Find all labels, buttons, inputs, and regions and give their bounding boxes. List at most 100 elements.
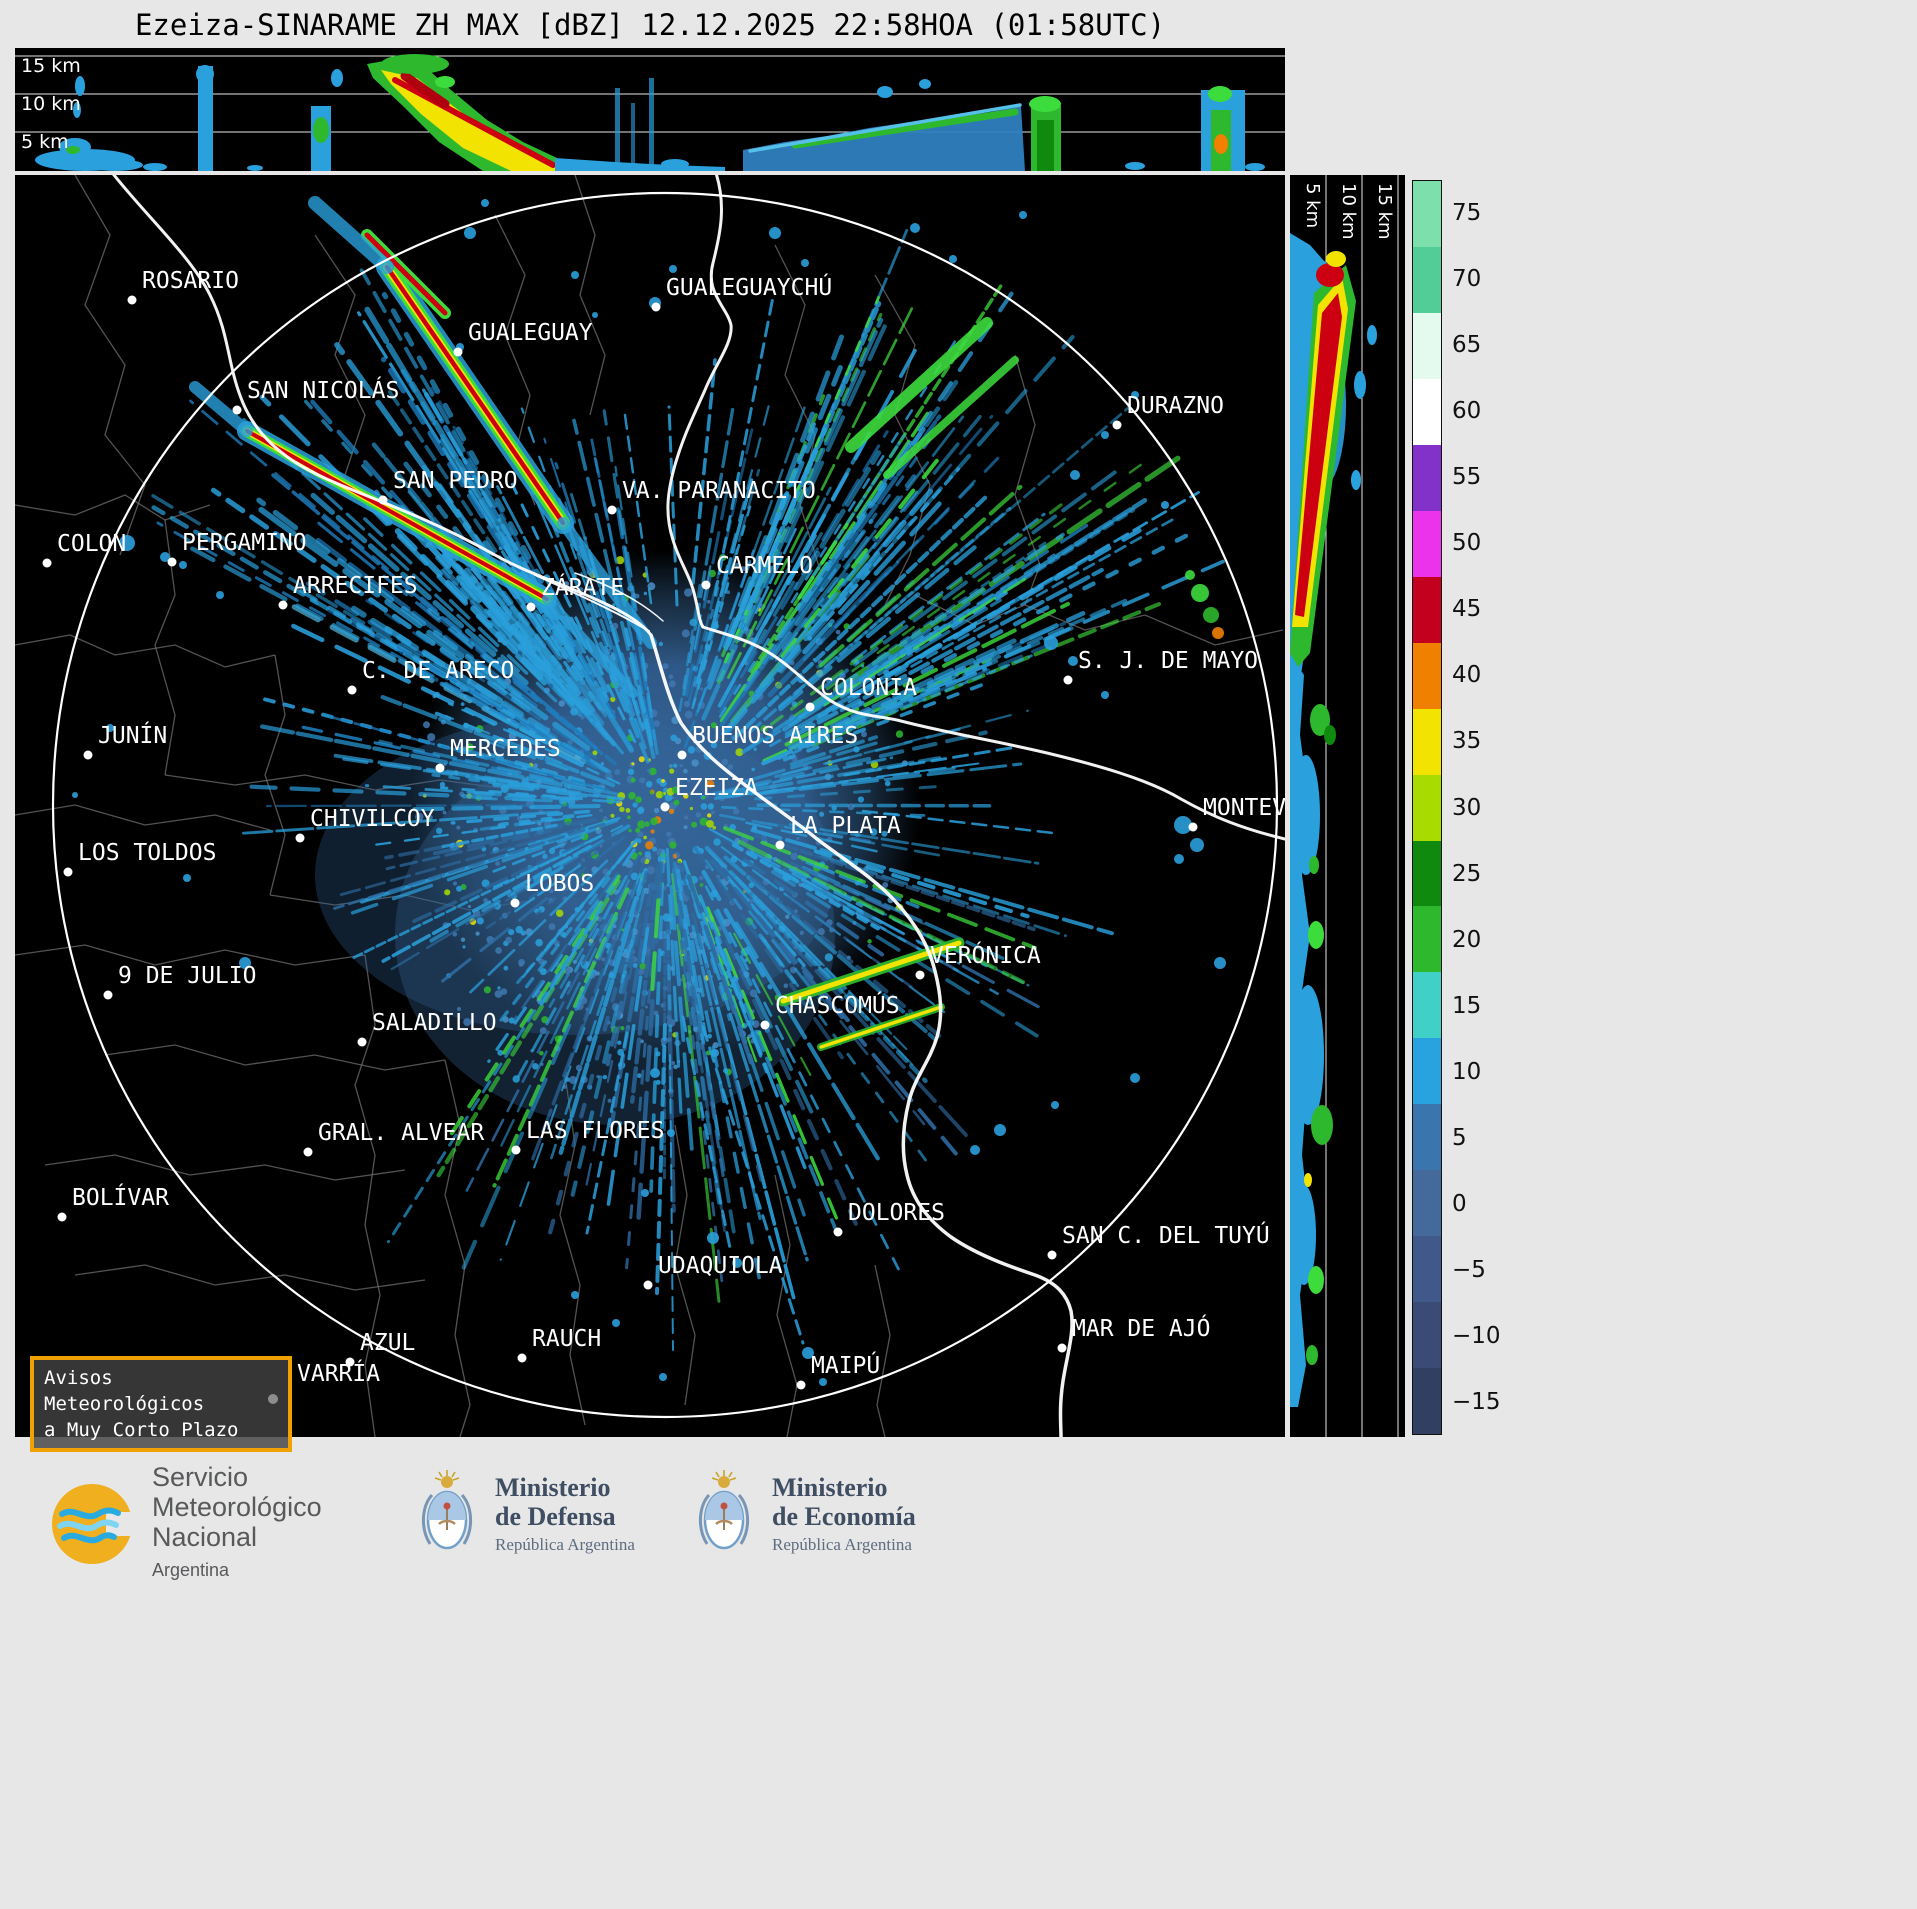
colorbar-tick-labels: 75 70 65 60 55 50 45 40 35 30 25 20 15 10 5 0 −5 −10 −15	[1452, 0, 1532, 1909]
echo-blobs	[72, 199, 1226, 1386]
coat-of-arms-icon	[422, 1470, 472, 1550]
coat-of-arms-icon	[699, 1470, 749, 1550]
colorbar-tick: 50	[1452, 530, 1482, 557]
smn-line2: Meteorológico	[152, 1492, 322, 1522]
smn-logo-icon	[52, 1483, 136, 1564]
echo-spokes	[147, 228, 1225, 1303]
colorbar-tick: 65	[1452, 332, 1482, 359]
colorbar-tick: 35	[1452, 728, 1482, 755]
svg-text:MAIPÚ: MAIPÚ	[811, 1351, 880, 1379]
smn-line4: Argentina	[152, 1560, 230, 1580]
smn-line3: Nacional	[152, 1522, 258, 1552]
defensa-line2: de Defensa	[495, 1502, 616, 1531]
svg-text:BOLÍVAR: BOLÍVAR	[72, 1183, 169, 1211]
colorbar-tick: 5	[1452, 1124, 1467, 1151]
svg-text:ROSARIO: ROSARIO	[142, 268, 239, 294]
svg-text:GUALEGUAY: GUALEGUAY	[468, 320, 593, 346]
svg-text:CHIVILCOY: CHIVILCOY	[310, 806, 435, 832]
top-cross-section-echoes	[35, 54, 1265, 171]
colorbar-tick: −15	[1452, 1388, 1501, 1415]
colorbar-tick: −10	[1452, 1322, 1501, 1349]
svg-text:VARRÍA: VARRÍA	[297, 1359, 380, 1387]
city-markers: ROSARIO GUALEGUAYCHÚ GUALEGUAY SAN NICOLÁS D…	[42, 268, 1285, 1390]
svg-text:DURAZNO: DURAZNO	[1127, 393, 1224, 419]
svg-text:DOLORES: DOLORES	[848, 1200, 945, 1226]
colorbar-tick: 0	[1452, 1190, 1467, 1217]
svg-text:COLON: COLON	[57, 531, 126, 557]
svg-text:MAR DE AJÓ: MAR DE AJÓ	[1072, 1314, 1210, 1342]
colorbar-tick: 75	[1452, 200, 1482, 227]
svg-text:SAN PEDRO: SAN PEDRO	[393, 468, 518, 494]
svg-text:CHASCOMÚS: CHASCOMÚS	[775, 991, 900, 1019]
colorbar-tick: 20	[1452, 926, 1482, 953]
svg-text:GUALEGUAYCHÚ: GUALEGUAYCHÚ	[666, 273, 832, 301]
svg-text:5 km: 5 km	[1302, 183, 1323, 228]
warning-overlay-box: Avisos Meteorológicos a Muy Corto Plazo	[30, 1356, 292, 1452]
svg-text:LOS TOLDOS: LOS TOLDOS	[78, 840, 216, 866]
colorbar-tick: 10	[1452, 1058, 1482, 1085]
economia-line3: República Argentina	[772, 1535, 912, 1554]
smn-logo-group: Servicio Meteorológico Nacional Argentin…	[48, 1462, 322, 1585]
footer-logos: Servicio Meteorológico Nacional Argentin…	[0, 1462, 1100, 1592]
colorbar-tick: 70	[1452, 266, 1482, 293]
svg-text:LAS FLORES: LAS FLORES	[526, 1118, 664, 1144]
svg-text:MONTEVIDEO: MONTEVIDEO	[1203, 795, 1285, 821]
warning-line-2: a Muy Corto Plazo	[44, 1419, 239, 1441]
svg-text:CARMELO: CARMELO	[716, 553, 813, 579]
colorbar-tick: 40	[1452, 662, 1482, 689]
defensa-line3: República Argentina	[495, 1535, 635, 1554]
smn-line1: Servicio	[152, 1462, 249, 1492]
svg-text:SAN NICOLÁS: SAN NICOLÁS	[247, 376, 399, 404]
ministry-defense-group: Ministerio de Defensa República Argentin…	[415, 1468, 635, 1560]
svg-text:5 km: 5 km	[21, 131, 69, 153]
svg-text:UDAQUIOLA: UDAQUIOLA	[658, 1253, 783, 1279]
colorbar-tick: 30	[1452, 794, 1482, 821]
svg-text:COLONIA: COLONIA	[820, 675, 917, 701]
right-cross-section-panel: 5 km 10 km 15 km	[1290, 175, 1405, 1437]
colorbar-tick: −5	[1452, 1256, 1486, 1283]
economia-line1: Ministerio	[772, 1473, 888, 1502]
svg-text:15 km: 15 km	[1374, 183, 1395, 240]
svg-text:MERCEDES: MERCEDES	[450, 736, 561, 762]
colorbar-tick: 15	[1452, 992, 1482, 1019]
range-ring	[51, 191, 1279, 1419]
colorbar-tick: 55	[1452, 464, 1482, 491]
echo-streaks	[189, 196, 1019, 1051]
svg-text:VA. PARANACITO: VA. PARANACITO	[622, 478, 816, 504]
svg-text:10 km: 10 km	[1338, 183, 1359, 240]
height-labels: 15 km 10 km 5 km	[21, 55, 81, 153]
svg-text:15 km: 15 km	[21, 55, 81, 77]
svg-text:PERGAMINO: PERGAMINO	[182, 530, 307, 556]
svg-text:S. J. DE MAYO: S. J. DE MAYO	[1078, 648, 1258, 674]
right-cross-section-echoes	[1290, 233, 1377, 1407]
colorbar-tick: 60	[1452, 398, 1482, 425]
svg-text:LOBOS: LOBOS	[525, 871, 594, 897]
rivers-coastlines	[112, 175, 1285, 1437]
svg-text:GRAL. ALVEAR: GRAL. ALVEAR	[318, 1120, 484, 1146]
svg-text:AZUL: AZUL	[360, 1330, 415, 1356]
defensa-line1: Ministerio	[495, 1473, 611, 1502]
top-cross-section-panel: 15 km 10 km 5 km	[15, 48, 1285, 171]
svg-text:BUENOS AIRES: BUENOS AIRES	[692, 723, 858, 749]
warning-line-1: Avisos Meteorológicos	[44, 1367, 205, 1415]
svg-text:ZÁRATE: ZÁRATE	[541, 573, 624, 601]
ministry-economy-group: Ministerio de Economía República Argenti…	[692, 1468, 916, 1560]
radar-map-panel: ROSARIO GUALEGUAYCHÚ GUALEGUAY SAN NICOLÁS D…	[15, 175, 1285, 1437]
svg-text:ARRECIFES: ARRECIFES	[293, 573, 418, 599]
svg-text:JUNÍN: JUNÍN	[98, 721, 167, 749]
colorbar-tick: 25	[1452, 860, 1482, 887]
svg-text:VERÓNICA: VERÓNICA	[930, 941, 1041, 969]
economia-line2: de Economía	[772, 1502, 916, 1531]
svg-text:SALADILLO: SALADILLO	[372, 1010, 497, 1036]
figure-title: Ezeiza-SINARAME ZH MAX [dBZ] 12.12.2025 …	[134, 8, 1166, 42]
svg-text:9 DE JULIO: 9 DE JULIO	[118, 963, 256, 989]
reflectivity-colorbar	[1412, 180, 1442, 1435]
svg-text:C. DE ARECO: C. DE ARECO	[362, 658, 514, 684]
svg-text:10 km: 10 km	[21, 93, 81, 115]
svg-text:LA PLATA: LA PLATA	[790, 813, 901, 839]
colorbar-tick: 45	[1452, 596, 1482, 623]
height-labels-vertical: 5 km 10 km 15 km	[1302, 183, 1395, 240]
warning-status-dot-icon	[268, 1394, 278, 1404]
echo-rays	[585, 295, 1055, 1351]
